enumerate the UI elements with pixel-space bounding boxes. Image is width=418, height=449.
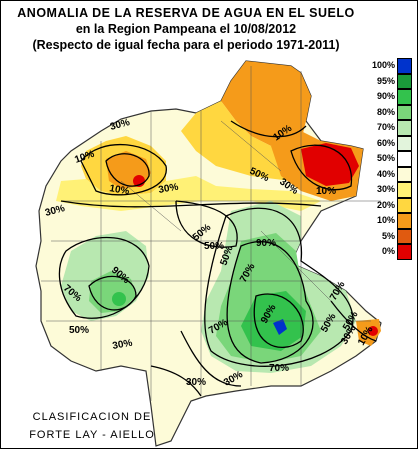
legend-item: 100%	[367, 58, 417, 74]
extreme-dry-zone-northeast	[301, 143, 359, 186]
legend-swatch	[397, 151, 412, 167]
legend-item: 60%	[367, 135, 417, 151]
legend-swatch	[397, 73, 412, 89]
legend-swatch	[397, 89, 412, 105]
legend-item: 10%	[367, 213, 417, 229]
legend-label: 70%	[376, 122, 395, 132]
contour-label: 30%	[109, 117, 131, 133]
contour-label: 10%	[316, 186, 336, 197]
legend-item: 5%	[367, 228, 417, 244]
legend-label: 40%	[376, 168, 395, 179]
legend-label: 60%	[376, 137, 395, 148]
legend-label: 30%	[376, 184, 395, 194]
legend-swatch	[397, 182, 412, 198]
authors-credit: FORTE LAY - AIELLO	[29, 429, 155, 441]
contour-label: 50%	[204, 241, 224, 252]
map-title: ANOMALIA DE LA RESERVA DE AGUA EN EL SUE…	[17, 6, 355, 20]
wettest-spot-west	[112, 292, 126, 306]
slightly-dry-band	[56, 176, 321, 211]
legend-swatch	[397, 58, 412, 74]
legend-item: 70%	[367, 120, 417, 136]
legend-swatch	[397, 228, 412, 244]
legend-swatch	[397, 213, 412, 229]
contour-label: 30%	[112, 338, 134, 352]
contour-lines	[58, 120, 377, 397]
legend-label: 95%	[376, 75, 395, 86]
legend-label: 90%	[376, 91, 395, 101]
map-subtitle-period: (Respecto de igual fecha para el periodo…	[32, 38, 340, 52]
legend-swatch	[397, 120, 412, 136]
legend-label: 100%	[371, 60, 395, 70]
legend-label: 50%	[376, 153, 395, 163]
legend-label: 20%	[376, 199, 395, 210]
saturated-spot-east	[273, 319, 287, 335]
legend-item: 0%	[367, 244, 417, 260]
contour-label: 50%	[69, 325, 89, 336]
legend-item: 30%	[367, 182, 417, 198]
classification-credit: CLASIFICACION DE	[32, 411, 152, 423]
legend-swatch	[397, 244, 412, 260]
legend-item: 50%	[367, 151, 417, 167]
legend-item: 95%	[367, 73, 417, 89]
legend-label: 0%	[381, 246, 395, 256]
legend-swatch	[397, 135, 412, 151]
legend-label: 5%	[381, 230, 395, 241]
map-subtitle-date: en la Region Pampeana el 10/08/2012	[75, 22, 297, 36]
contour-label: 90%	[256, 238, 276, 249]
legend-item: 20%	[367, 197, 417, 213]
contour-label: 70%	[269, 363, 289, 374]
contour-label: 30%	[158, 182, 180, 196]
legend-label: 80%	[376, 106, 395, 117]
contour-label: 30%	[44, 203, 66, 219]
color-legend: 100% 95% 90% 80% 70% 60% 50% 40% 30% 20%…	[367, 58, 417, 260]
legend-item: 40%	[367, 166, 417, 182]
legend-label: 10%	[376, 215, 395, 225]
contour-label: 10%	[108, 183, 130, 197]
legend-item: 90%	[367, 89, 417, 105]
legend-item: 80%	[367, 104, 417, 120]
extreme-dry-spot-southeast	[368, 326, 378, 336]
dry-zone-north	[221, 61, 311, 146]
contour-label: 30%	[186, 377, 206, 388]
legend-swatch	[397, 104, 412, 120]
legend-swatch	[397, 166, 412, 182]
legend-swatch	[397, 197, 412, 213]
